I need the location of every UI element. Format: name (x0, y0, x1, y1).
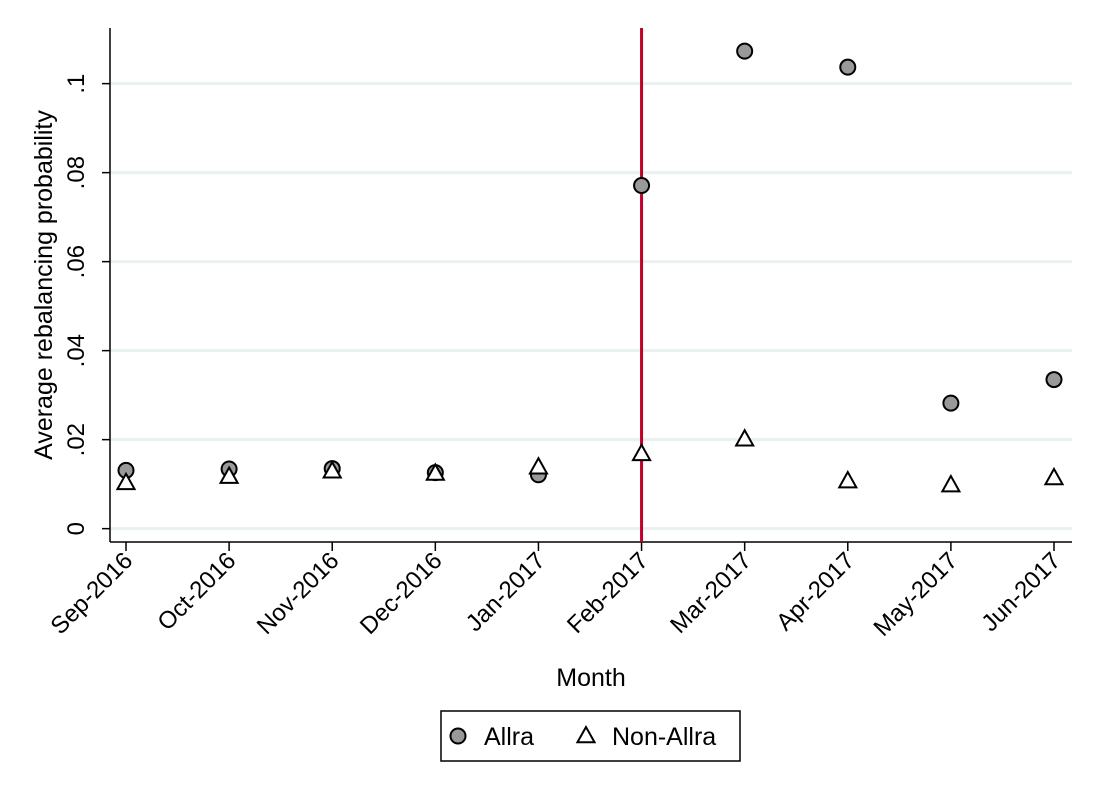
non-allra-point (631, 442, 652, 462)
x-tick-label: Jun-2017 (976, 547, 1066, 637)
y-tick-label: .04 (63, 334, 90, 367)
x-tick-label: Nov-2016 (252, 547, 345, 640)
allra-point (1045, 371, 1063, 389)
legend-label: Non-Allra (612, 723, 716, 751)
x-tick-label: Dec-2016 (355, 547, 448, 640)
data-points (115, 42, 1065, 493)
x-tick-label: Sep-2016 (46, 547, 139, 640)
x-tick-label: Feb-2017 (562, 547, 654, 639)
allra-point (839, 58, 857, 76)
legend-label: Allra (484, 723, 534, 751)
non-allra-point (1043, 466, 1065, 486)
y-tick-label: .02 (63, 423, 90, 456)
non-allra-point (115, 471, 137, 491)
non-allra-point (837, 469, 859, 489)
x-tick-label: Apr-2017 (771, 547, 860, 636)
gridlines (110, 82, 1072, 531)
y-axis-title: Average rebalancing probability (30, 110, 58, 460)
legend: Allra Non-Allra (440, 710, 741, 762)
non-allra-point (321, 460, 343, 479)
non-allra-point (218, 465, 240, 484)
non-allra-point (528, 456, 549, 475)
non-allra-point (734, 428, 755, 447)
y-tick-label: .1 (63, 74, 90, 94)
y-tick-label: .08 (63, 156, 90, 189)
y-tick-label: .06 (63, 245, 90, 278)
legend-triangle-marker (575, 724, 597, 744)
y-tick-label: 0 (63, 522, 90, 535)
x-tick-label: Jan-2017 (461, 547, 551, 637)
x-axis-title: Month (556, 664, 625, 692)
x-axis-ticks: Sep-2016 Oct-2016 Nov-2016 Dec-2016 Jan-2017… (46, 542, 1066, 642)
allra-point (942, 394, 960, 412)
allra-point (736, 42, 754, 60)
allra-point (633, 177, 651, 195)
non-allra-point (425, 462, 446, 481)
x-tick-label: May-2017 (869, 547, 964, 642)
y-axis-ticks: 0 .02 .04 .06 .08 .1 (63, 74, 110, 535)
non-allra-point (940, 473, 962, 493)
legend-circle-marker (449, 727, 467, 745)
x-tick-label: Oct-2016 (152, 547, 241, 636)
x-tick-label: Mar-2017 (665, 547, 757, 639)
